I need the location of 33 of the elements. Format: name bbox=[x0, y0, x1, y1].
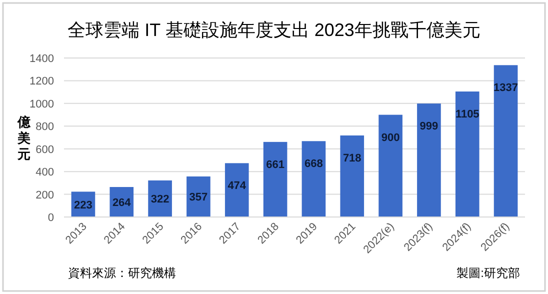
data-label: 1337 bbox=[494, 82, 518, 94]
y-tick-label: 200 bbox=[36, 189, 54, 202]
y-tick-label: 1400 bbox=[30, 53, 54, 65]
data-label: 900 bbox=[381, 132, 400, 144]
data-label: 661 bbox=[266, 158, 284, 171]
y-tick-label: 600 bbox=[36, 144, 54, 156]
source-note: 資料來源：研究機構 bbox=[68, 266, 176, 280]
data-label: 668 bbox=[304, 158, 323, 170]
bar bbox=[263, 142, 288, 217]
y-tick-label: 1200 bbox=[30, 76, 54, 88]
chart-title: 全球雲端 IT 基礎設施年度支出 2023年挑戰千億美元 bbox=[68, 20, 480, 40]
data-label: 322 bbox=[150, 194, 170, 206]
bar bbox=[186, 176, 210, 217]
data-label: 718 bbox=[342, 152, 362, 164]
y-tick-label: 400 bbox=[36, 166, 54, 179]
y-axis-title: 億美元 bbox=[16, 114, 32, 162]
bar bbox=[494, 65, 518, 217]
bar bbox=[378, 114, 402, 217]
text: 製圖:研究部 bbox=[456, 266, 520, 280]
bar bbox=[224, 163, 249, 217]
data-label: 1105 bbox=[455, 108, 480, 121]
y-tick-label: 0 bbox=[48, 212, 54, 224]
data-label: 357 bbox=[189, 192, 208, 204]
bar bbox=[455, 92, 480, 217]
bar bbox=[340, 135, 364, 217]
y-tick-label: 800 bbox=[36, 121, 54, 134]
bar bbox=[417, 104, 441, 217]
data-label: 474 bbox=[228, 180, 247, 192]
data-label: 999 bbox=[420, 120, 438, 133]
bar bbox=[302, 141, 326, 217]
data-label: 264 bbox=[112, 197, 132, 210]
data-label: 223 bbox=[74, 199, 92, 212]
y-tick-label: 1000 bbox=[30, 98, 54, 110]
